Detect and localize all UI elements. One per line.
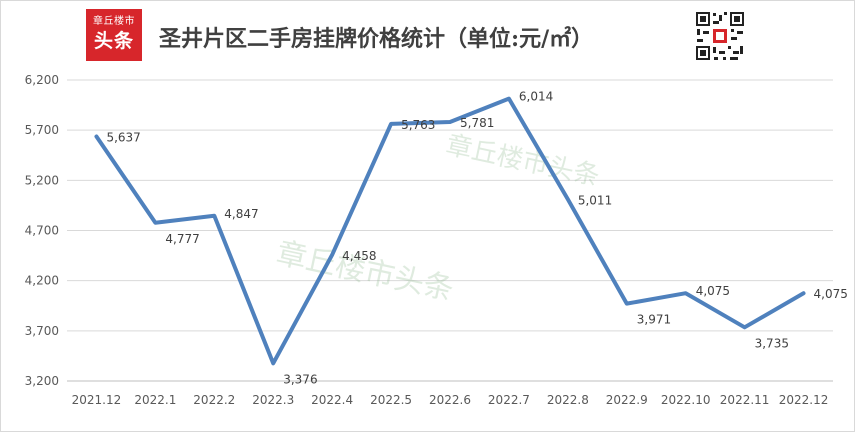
watermark: 章丘楼市头条	[443, 130, 602, 192]
y-axis-ticks: 3,200 3,700 4,200 4,700 5,200 5,700 6,200	[25, 73, 59, 388]
data-label: 5,763	[401, 118, 435, 132]
x-tick-label: 2022.2	[193, 393, 235, 407]
y-tick-label: 3,200	[25, 374, 59, 388]
x-tick-label: 2022.3	[252, 393, 294, 407]
chart-title: 圣井片区二手房挂牌价格统计（单位:元/㎡）	[159, 26, 594, 52]
x-tick-label: 2022.10	[661, 393, 711, 407]
x-tick-label: 2022.5	[370, 393, 412, 407]
data-label: 4,458	[342, 249, 376, 263]
data-label: 4,075	[696, 284, 730, 298]
y-tick-label: 4,200	[25, 274, 59, 288]
data-label: 3,971	[637, 313, 671, 327]
watermark: 章丘楼市头条	[273, 236, 456, 308]
data-label: 5,011	[578, 193, 612, 207]
data-label: 5,637	[106, 130, 140, 144]
series-line	[94, 96, 806, 366]
x-tick-label: 2022.7	[488, 393, 530, 407]
y-tick-label: 5,200	[25, 173, 59, 187]
data-label: 4,847	[224, 207, 258, 221]
gridlines	[67, 79, 833, 382]
data-labels: 5,637 4,777 4,847 3,376 4,458 5,763 5,781 6,014…	[106, 90, 847, 387]
x-tick-label: 2022.1	[134, 393, 176, 407]
x-tick-label: 2022.8	[547, 393, 589, 407]
y-tick-label: 3,700	[25, 324, 59, 338]
y-tick-label: 5,700	[25, 123, 59, 137]
x-tick-label: 2022.6	[429, 393, 471, 407]
data-label: 5,781	[460, 116, 494, 130]
x-tick-label: 2022.12	[779, 393, 829, 407]
series-group	[94, 96, 806, 366]
data-label: 4,075	[814, 287, 848, 301]
x-axis-ticks: 2021.12 2022.1 2022.2 2022.3 2022.4 2022.5 202…	[72, 393, 829, 407]
data-label: 3,376	[283, 372, 317, 386]
brand-logo: 章丘楼市 头条	[86, 9, 142, 61]
logo-line2: 头条	[93, 30, 134, 52]
data-label: 4,777	[165, 232, 199, 246]
y-tick-label: 4,700	[25, 224, 59, 238]
logo-line1: 章丘楼市	[93, 16, 135, 27]
x-tick-label: 2022.4	[311, 393, 353, 407]
qr-code-icon	[695, 11, 745, 61]
x-tick-label: 2022.11	[720, 393, 770, 407]
x-tick-label: 2021.12	[72, 393, 122, 407]
y-tick-label: 6,200	[25, 73, 59, 87]
x-tick-label: 2022.9	[606, 393, 648, 407]
data-label: 3,735	[755, 336, 789, 350]
data-label: 6,014	[519, 90, 553, 104]
